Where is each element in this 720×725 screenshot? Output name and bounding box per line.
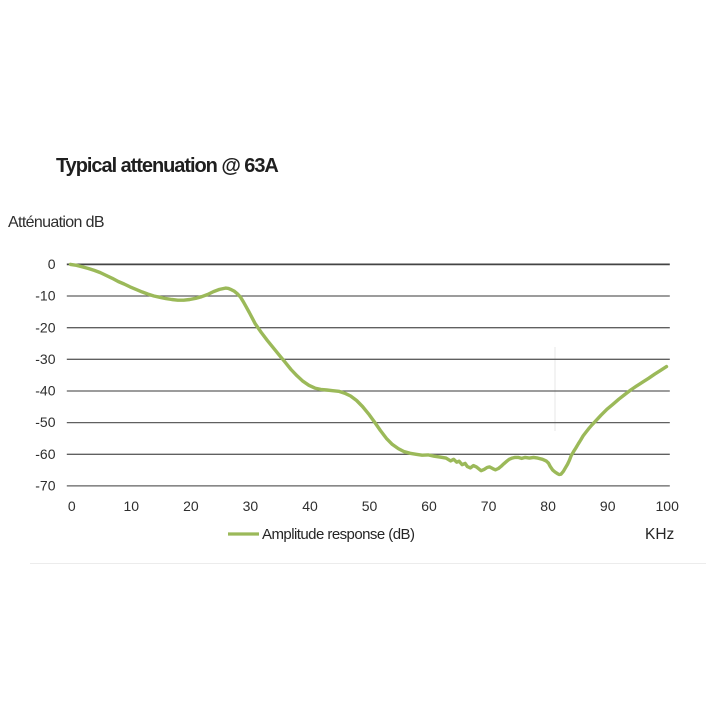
svg-text:KHz: KHz (645, 526, 674, 543)
svg-text:Amplitude response (dB): Amplitude response (dB) (262, 526, 415, 543)
svg-text:0: 0 (48, 256, 56, 272)
svg-text:Atténuation dB: Atténuation dB (8, 214, 104, 231)
svg-text:Typical attenuation @ 63A: Typical attenuation @ 63A (56, 155, 278, 177)
svg-text:20: 20 (183, 498, 199, 514)
svg-text:40: 40 (302, 498, 318, 514)
svg-text:70: 70 (481, 498, 497, 514)
svg-text:60: 60 (421, 498, 437, 514)
svg-text:80: 80 (540, 498, 556, 514)
svg-text:50: 50 (362, 498, 378, 514)
svg-text:-20: -20 (35, 319, 55, 335)
svg-text:-40: -40 (35, 383, 55, 399)
svg-text:0: 0 (68, 498, 76, 514)
svg-text:30: 30 (243, 498, 259, 514)
svg-text:-60: -60 (35, 446, 55, 462)
svg-text:-10: -10 (35, 288, 55, 304)
svg-text:-50: -50 (35, 414, 55, 430)
svg-text:-70: -70 (35, 478, 55, 494)
svg-text:90: 90 (600, 498, 616, 514)
svg-text:10: 10 (124, 498, 140, 514)
svg-text:-30: -30 (35, 351, 55, 367)
svg-text:100: 100 (656, 498, 680, 514)
